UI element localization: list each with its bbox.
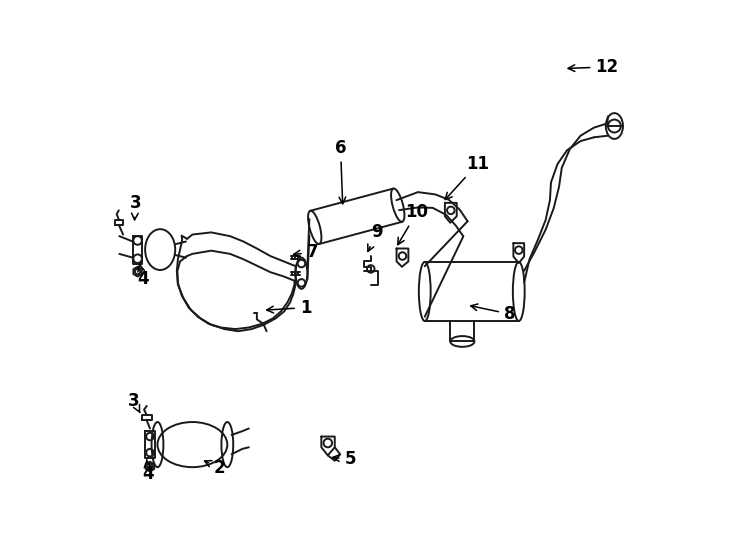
Text: 8: 8 xyxy=(470,304,515,323)
Text: 4: 4 xyxy=(142,460,154,483)
Text: 3: 3 xyxy=(128,392,140,413)
Text: 5: 5 xyxy=(333,450,356,468)
Text: 12: 12 xyxy=(568,58,619,76)
Text: 10: 10 xyxy=(398,203,429,245)
Text: 2: 2 xyxy=(205,458,225,477)
Text: 6: 6 xyxy=(335,139,346,204)
Text: 11: 11 xyxy=(446,154,490,199)
Text: 1: 1 xyxy=(266,299,311,316)
Text: 4: 4 xyxy=(137,264,149,288)
Text: 7: 7 xyxy=(294,244,319,261)
Text: 9: 9 xyxy=(368,224,383,252)
Text: 3: 3 xyxy=(129,194,141,220)
